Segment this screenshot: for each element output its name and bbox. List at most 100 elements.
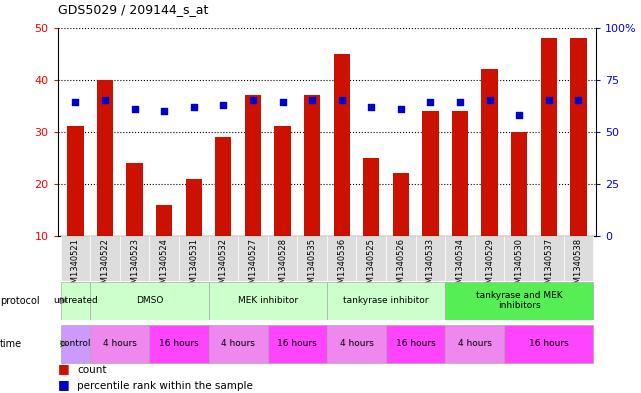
Text: untreated: untreated	[53, 296, 98, 305]
Bar	[268, 236, 297, 281]
Bar	[297, 236, 327, 281]
Text: 16 hours: 16 hours	[529, 340, 569, 348]
Bar	[149, 325, 208, 363]
Bar	[61, 325, 90, 363]
Text: 16 hours: 16 hours	[395, 340, 435, 348]
Text: GSM1340526: GSM1340526	[396, 238, 405, 294]
Text: GSM1340536: GSM1340536	[337, 238, 346, 294]
Text: tankyrase inhibitor: tankyrase inhibitor	[344, 296, 429, 305]
Text: GSM1340521: GSM1340521	[71, 238, 80, 294]
Bar	[61, 236, 90, 281]
Point	[395, 106, 406, 112]
Point	[248, 97, 258, 103]
Bar	[90, 282, 208, 320]
Text: time: time	[0, 339, 22, 349]
Bar	[61, 282, 90, 320]
Bar	[90, 236, 120, 281]
Text: GSM1340525: GSM1340525	[367, 238, 376, 294]
Text: 16 hours: 16 hours	[278, 340, 317, 348]
Bar	[208, 236, 238, 281]
Point	[485, 97, 495, 103]
Bar	[67, 127, 83, 236]
Bar	[452, 111, 468, 236]
Point	[426, 99, 436, 106]
Point	[71, 99, 81, 106]
Bar	[245, 95, 261, 236]
Bar	[475, 236, 504, 281]
Text: GSM1340530: GSM1340530	[515, 238, 524, 294]
Bar	[97, 79, 113, 236]
Text: GDS5029 / 209144_s_at: GDS5029 / 209144_s_at	[58, 3, 208, 16]
Bar	[393, 173, 409, 236]
Text: tankyrase and MEK
inhibitors: tankyrase and MEK inhibitors	[476, 291, 563, 310]
Bar	[356, 236, 386, 281]
Text: DMSO: DMSO	[136, 296, 163, 305]
Text: 4 hours: 4 hours	[103, 340, 137, 348]
Bar	[445, 236, 475, 281]
Text: GSM1340537: GSM1340537	[544, 238, 553, 294]
Bar	[179, 236, 208, 281]
Bar	[534, 236, 563, 281]
Point	[129, 106, 140, 112]
Text: GSM1340523: GSM1340523	[130, 238, 139, 294]
Bar	[208, 325, 268, 363]
Text: 16 hours: 16 hours	[159, 340, 199, 348]
Point	[514, 112, 524, 118]
Text: 4 hours: 4 hours	[340, 340, 374, 348]
Bar	[327, 236, 356, 281]
Bar	[363, 158, 379, 236]
Bar	[386, 325, 445, 363]
Bar	[504, 236, 534, 281]
Text: GSM1340522: GSM1340522	[101, 238, 110, 294]
Text: GSM1340538: GSM1340538	[574, 238, 583, 294]
Bar	[415, 236, 445, 281]
Point	[573, 97, 583, 103]
Bar	[327, 325, 386, 363]
Text: count: count	[77, 365, 106, 375]
Text: GSM1340533: GSM1340533	[426, 238, 435, 294]
Text: GSM1340529: GSM1340529	[485, 238, 494, 294]
Bar	[540, 38, 557, 236]
Bar	[208, 282, 327, 320]
Point	[159, 108, 169, 114]
Bar	[215, 137, 231, 236]
Text: GSM1340528: GSM1340528	[278, 238, 287, 294]
Bar	[238, 236, 268, 281]
Bar	[511, 132, 528, 236]
Bar	[126, 163, 143, 236]
Bar	[481, 69, 498, 236]
Bar	[445, 282, 593, 320]
Bar	[268, 325, 327, 363]
Bar	[304, 95, 320, 236]
Point	[366, 103, 376, 110]
Text: 4 hours: 4 hours	[458, 340, 492, 348]
Point	[455, 99, 465, 106]
Point	[278, 99, 288, 106]
Bar	[156, 204, 172, 236]
Bar	[274, 127, 290, 236]
Point	[100, 97, 110, 103]
Bar	[504, 325, 593, 363]
Bar	[386, 236, 415, 281]
Text: GSM1340524: GSM1340524	[160, 238, 169, 294]
Text: ■: ■	[58, 362, 69, 375]
Point	[188, 103, 199, 110]
Text: percentile rank within the sample: percentile rank within the sample	[77, 381, 253, 391]
Text: GSM1340534: GSM1340534	[456, 238, 465, 294]
Text: 4 hours: 4 hours	[221, 340, 255, 348]
Text: protocol: protocol	[0, 296, 40, 306]
Point	[337, 97, 347, 103]
Text: GSM1340535: GSM1340535	[308, 238, 317, 294]
Bar	[186, 178, 202, 236]
Bar	[120, 236, 149, 281]
Point	[218, 101, 228, 108]
Bar	[333, 53, 350, 236]
Bar	[327, 282, 445, 320]
Text: control: control	[60, 340, 91, 348]
Text: ■: ■	[58, 378, 69, 391]
Text: GSM1340532: GSM1340532	[219, 238, 228, 294]
Point	[307, 97, 317, 103]
Bar	[149, 236, 179, 281]
Bar	[445, 325, 504, 363]
Text: GSM1340531: GSM1340531	[189, 238, 198, 294]
